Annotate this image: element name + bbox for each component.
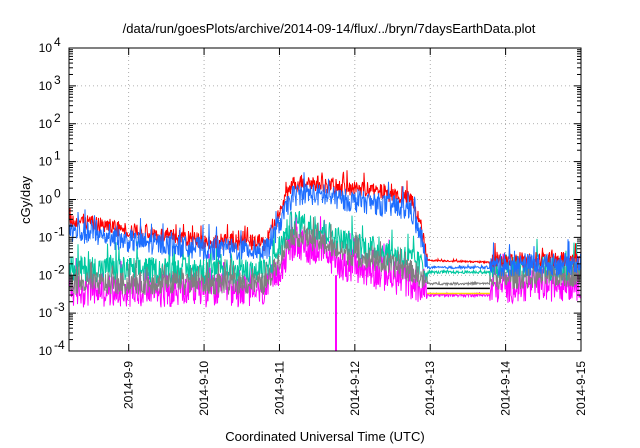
y-tick-label: 10 [39, 117, 53, 131]
series-line [68, 172, 582, 278]
y-tick-exponent: -1 [54, 224, 65, 238]
series-line [68, 217, 582, 296]
y-tick-exponent: 1 [54, 149, 61, 163]
x-tick-label: 2014-9-14 [499, 361, 513, 416]
y-tick-exponent: -2 [54, 262, 65, 276]
y-tick-exponent: 0 [54, 187, 61, 201]
x-axis: 2014-9-9 2014-9-10 2014-9-11 2014-9-12 2014-… [122, 48, 588, 416]
y-tick-label: 10 [39, 268, 53, 282]
y-tick-exponent: 4 [54, 35, 61, 49]
x-tick-label: 2014-9-15 [574, 361, 588, 416]
y-tick-label: 10 [39, 230, 53, 244]
y-tick-label: 10 [39, 155, 53, 169]
x-axis-label: Coordinated Universal Time (UTC) [225, 429, 424, 444]
y-tick-label: 10 [39, 193, 53, 207]
x-tick-label: 2014-9-12 [348, 361, 362, 416]
x-tick-label: 2014-9-10 [197, 361, 211, 416]
y-tick-exponent: -3 [54, 300, 65, 314]
plot-area [68, 170, 582, 351]
x-tick-label: 2014-9-11 [272, 361, 286, 415]
y-tick-label: 10 [39, 344, 53, 358]
y-tick-exponent: 2 [54, 111, 61, 125]
chart-title: /data/run/goesPlots/archive/2014-09-14/f… [123, 21, 536, 36]
y-tick-exponent: 3 [54, 73, 61, 87]
x-tick-label: 2014-9-9 [122, 361, 136, 409]
y-tick-label: 10 [39, 41, 53, 55]
x-tick-label: 2014-9-13 [423, 361, 437, 416]
y-tick-exponent: -4 [54, 338, 65, 352]
y-tick-label: 10 [39, 306, 53, 320]
y-axis-label: cGy/day [18, 176, 33, 224]
y-tick-label: 10 [39, 79, 53, 93]
